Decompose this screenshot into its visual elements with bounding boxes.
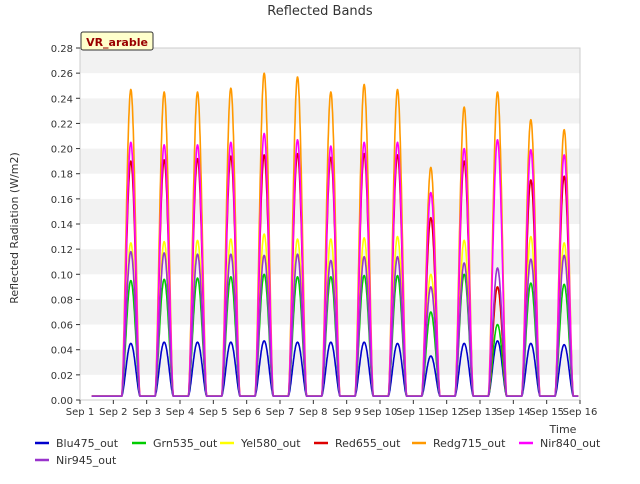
y-tick-label: 0.24	[51, 94, 73, 105]
y-tick-label: 0.12	[51, 245, 73, 256]
legend: Blu475_out Grn535_out Yel580_out Red655_out…	[35, 437, 601, 467]
grid-band	[80, 48, 580, 74]
y-tick-label: 0.20	[51, 145, 73, 156]
y-tick-label: 0.00	[51, 396, 73, 407]
y-tick-label: 0.18	[51, 170, 73, 181]
series-lines	[91, 72, 579, 398]
y-tick-label: 0.26	[51, 69, 73, 80]
y-tick-label: 0.10	[51, 270, 73, 281]
x-tick-label: Sep 15	[529, 407, 564, 418]
x-tick-label: Sep 16	[563, 407, 598, 418]
y-axis-label: Reflected Radiation (W/m2)	[8, 152, 21, 304]
x-tick-label: Sep 14	[496, 407, 531, 418]
legend-label: Grn535_out	[153, 437, 218, 450]
x-tick-label: Sep 1	[66, 407, 94, 418]
y-tick-label: 0.02	[51, 371, 73, 382]
x-tick-label: Sep 3	[132, 407, 160, 418]
y-tick-label: 0.08	[51, 295, 73, 306]
grid-band	[80, 374, 580, 400]
legend-label: Blu475_out	[56, 437, 119, 450]
y-tick-label: 0.04	[51, 346, 73, 357]
y-tick-label: 0.16	[51, 195, 73, 206]
legend-label: Yel580_out	[240, 437, 301, 450]
x-tick-label: Sep 10	[363, 407, 398, 418]
grid-band	[80, 349, 580, 375]
legend-label: Nir945_out	[56, 454, 117, 467]
legend-label: Redg715_out	[433, 437, 506, 450]
y-tick-label: 0.14	[51, 220, 73, 231]
grid-band	[80, 173, 580, 199]
x-tick-label: Sep 8	[299, 407, 327, 418]
chart-title: Reflected Bands	[267, 4, 373, 19]
grid-band	[80, 123, 580, 149]
x-tick-label: Sep 2	[99, 407, 127, 418]
grid-band	[80, 198, 580, 224]
x-tick-label: Sep 9	[332, 407, 360, 418]
x-tick-label: Sep 13	[463, 407, 498, 418]
site-label-box	[80, 31, 154, 51]
x-tick-label: Sep 7	[266, 407, 294, 418]
legend-label: Red655_out	[335, 437, 401, 450]
grid-band	[80, 299, 580, 325]
x-tick-label: Sep 4	[166, 407, 194, 418]
series-line-nir945-out	[91, 250, 579, 398]
x-tick-label: Sep 12	[429, 407, 464, 418]
y-tick-label: 0.28	[51, 44, 73, 55]
x-axis-ticks: Sep 1 Sep 2 Sep 3 Sep 4 Sep 5 Sep 6 Sep 7 Sep 8…	[66, 400, 598, 418]
x-tick-label: Sep 6	[232, 407, 260, 418]
x-tick-label: Sep 5	[199, 407, 227, 418]
legend-label: Nir840_out	[540, 437, 601, 450]
y-tick-label: 0.06	[51, 321, 73, 332]
x-tick-label: Sep 11	[396, 407, 431, 418]
site-label: VR_arable	[86, 36, 148, 49]
x-axis-label: Time	[549, 423, 577, 436]
y-axis-ticks: 0.00 0.02 0.04 0.06 0.08 0.10 0.12 0.14 0.16 0.18…	[51, 44, 80, 407]
y-tick-label: 0.22	[51, 119, 73, 130]
